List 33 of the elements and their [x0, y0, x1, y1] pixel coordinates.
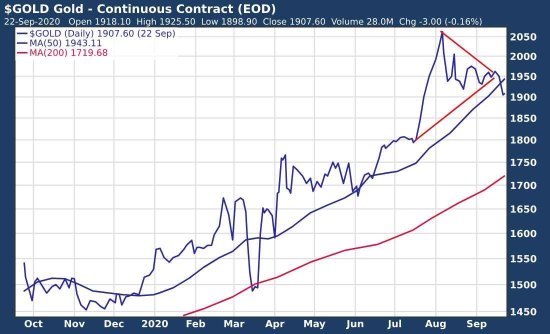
x-tick-label: Apr	[265, 320, 284, 330]
y-tick-label: 1800	[510, 136, 536, 144]
line-series	[23, 78, 506, 297]
y-tick-label: 2050	[510, 33, 536, 40]
legend-label: $GOLD (Daily) 1907.60 (22 Sep)	[30, 30, 175, 38]
y-tick-label: 1650	[510, 205, 536, 213]
line-series	[183, 175, 506, 316]
y-tick-label: 2000	[510, 52, 536, 60]
x-tick-label: Sep	[467, 320, 487, 330]
y-tick-label: 1500	[510, 281, 536, 288]
x-tick-label: Dec	[104, 320, 124, 328]
x-tick-label: Mar	[224, 320, 244, 328]
x-tick-label: Jul	[387, 320, 401, 330]
line-series	[23, 30, 506, 311]
y-tick-label: 1700	[510, 182, 536, 190]
chart-subtitle: 22-Sep-2020 Open 1918.10 High 1925.50 Low 1898.90 Close 1907.60 Volume 28.0M Chg -3.00 (-0.16%)	[4, 18, 482, 26]
legend-label: MA(200) 1719.68	[30, 49, 108, 58]
y-tick-label: 1750	[510, 158, 536, 166]
x-tick-label: May	[304, 320, 326, 330]
y-tick-label: 1600	[510, 230, 536, 238]
x-tick-label: 2020	[142, 320, 168, 328]
y-tick-label: 1850	[510, 114, 536, 122]
chart-title: $GOLD Gold - Continuous Contract (EOD)	[4, 4, 276, 15]
y-tick-label: 1550	[510, 255, 536, 262]
y-tick-label: 1450	[510, 308, 536, 316]
x-tick-label: Nov	[64, 320, 85, 328]
legend-label: MA(50) 1943.11	[30, 39, 102, 48]
x-tick-label: Aug	[425, 320, 446, 330]
y-tick-label: 1900	[510, 93, 536, 101]
x-tick-label: Jun	[346, 320, 364, 330]
y-tick-label: 1950	[510, 72, 536, 80]
x-tick-label: Oct	[24, 320, 43, 328]
x-tick-label: Feb	[186, 320, 206, 328]
